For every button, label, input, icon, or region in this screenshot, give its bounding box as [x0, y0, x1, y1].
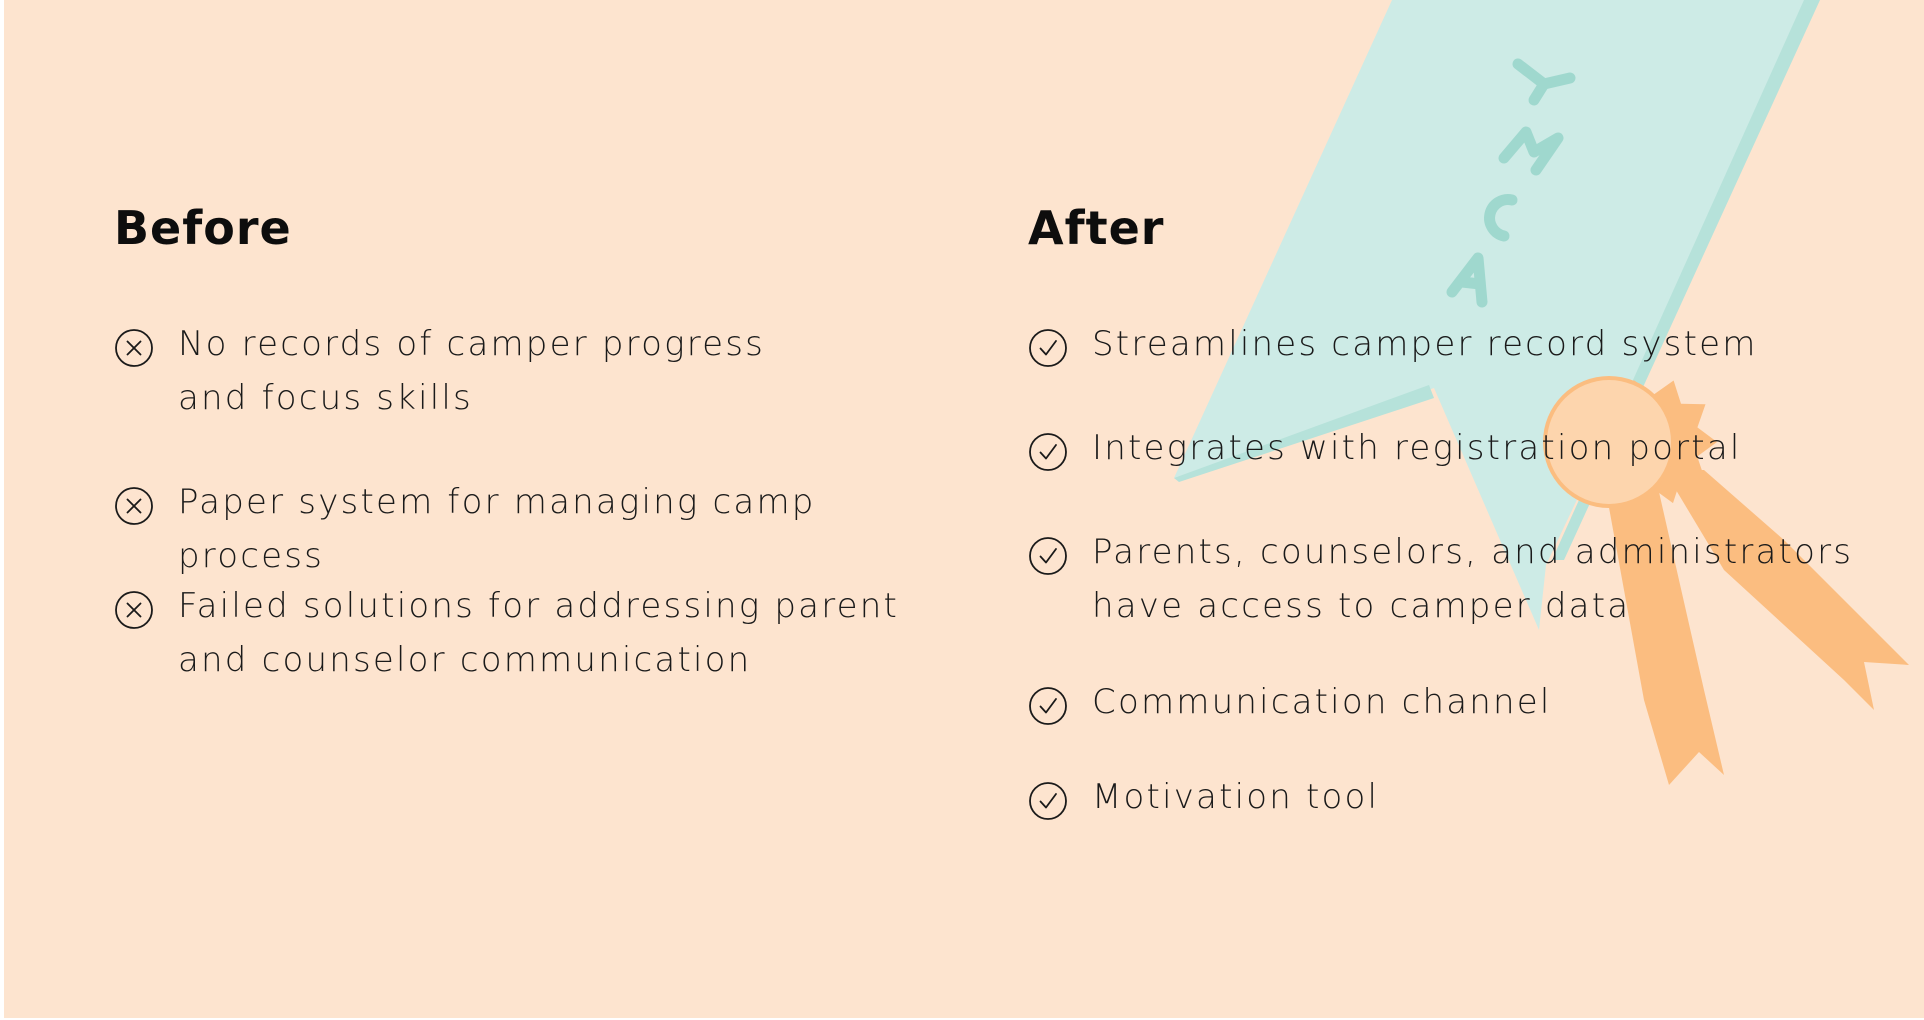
after-item-text: Motivation tool	[1092, 777, 1380, 817]
before-item-text: No records of camper progress and focus …	[178, 324, 766, 418]
award-ribbon-tails	[1604, 470, 1909, 785]
before-column: Before No records of camper progress and…	[114, 200, 974, 680]
check-circle-icon	[1029, 782, 1067, 820]
after-item: Parents, counselors, and administrators …	[1028, 532, 1853, 633]
check-circle-icon	[1029, 433, 1067, 471]
after-item: Motivation tool	[1028, 777, 1379, 824]
after-item: Streamlines camper record system	[1028, 324, 1758, 371]
before-item-text: Failed solutions for addressing parent a…	[178, 586, 900, 680]
after-heading: After	[1028, 201, 1165, 255]
before-item: No records of camper progress and focus …	[114, 324, 765, 425]
award-seal	[1543, 376, 1717, 508]
after-item-text: Communication channel	[1092, 682, 1552, 722]
x-circle-icon	[115, 329, 153, 367]
after-item-text: Integrates with registration portal	[1092, 428, 1742, 468]
slide-canvas: Before No records of camper progress and…	[4, 0, 1924, 1018]
after-column: After Streamlines camper record system I…	[1028, 200, 1908, 820]
check-circle-icon	[1029, 687, 1067, 725]
before-heading: Before	[114, 201, 292, 255]
ymca-lettering	[1446, 58, 1576, 308]
after-item: Communication channel	[1028, 682, 1552, 729]
ymca-ribbon-illustration	[1174, 0, 1909, 785]
x-circle-icon	[115, 591, 153, 629]
after-item-text: Parents, counselors, and administrators …	[1092, 532, 1854, 626]
after-item-text: Streamlines camper record system	[1092, 324, 1758, 364]
before-item-text: Paper system for managing camp process	[178, 482, 816, 576]
x-circle-icon	[115, 487, 153, 525]
before-item: Failed solutions for addressing parent a…	[114, 586, 899, 687]
check-circle-icon	[1029, 537, 1067, 575]
check-circle-icon	[1029, 329, 1067, 367]
after-item: Integrates with registration portal	[1028, 428, 1742, 475]
before-item: Paper system for managing camp process	[114, 482, 974, 583]
